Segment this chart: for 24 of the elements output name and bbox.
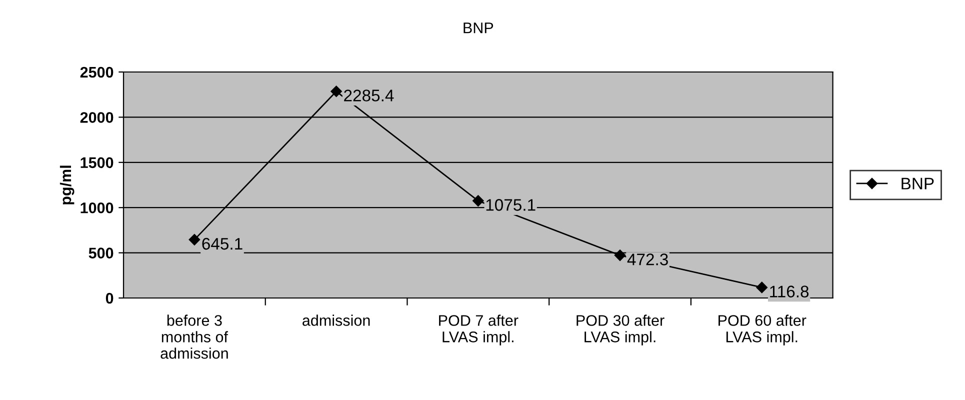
data-label: 116.8 (770, 286, 809, 298)
data-label: 2285.4 (344, 90, 394, 102)
data-label: 472.3 (627, 254, 668, 266)
y-tick-label: 2000 (80, 112, 114, 123)
legend-label: BNP (902, 178, 934, 190)
y-tick-label: 2500 (80, 66, 114, 78)
y-tick-label: 500 (88, 248, 114, 258)
y-tick-label: 1000 (80, 202, 114, 214)
point (614, 250, 626, 261)
x-tick-label: before 3 months of admission (160, 314, 228, 359)
point (330, 86, 342, 98)
y-tick-label: 0 (106, 292, 114, 304)
x-tick-label: POD 30 after LVAS impl. (576, 314, 664, 346)
x-tick-label: POD 60 after LVAS impl. (718, 314, 806, 346)
x-tick-label: POD 7 after LVAS impl. (439, 314, 518, 346)
point (472, 195, 484, 206)
data-label: 645.1 (202, 238, 242, 250)
point (756, 282, 768, 294)
x-tick-label: admission (302, 314, 370, 326)
point (188, 234, 200, 246)
data-label: 1075.1 (486, 199, 536, 211)
chart-title: BNP (464, 22, 494, 34)
y-tick-label: 1500 (80, 157, 114, 168)
y-axis-title: pg/ml (60, 166, 74, 204)
